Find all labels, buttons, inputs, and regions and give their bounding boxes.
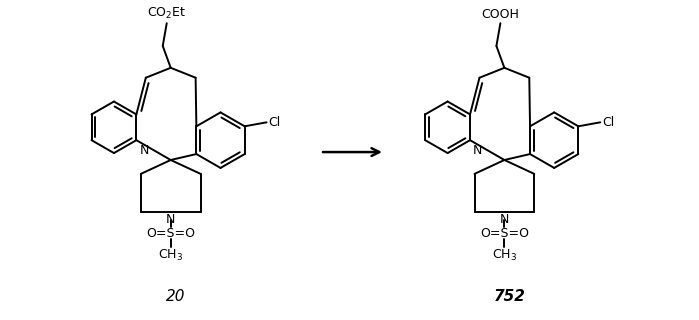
Text: COOH: COOH xyxy=(482,8,519,21)
Text: O=S=O: O=S=O xyxy=(480,227,529,240)
Text: Cl: Cl xyxy=(603,116,614,129)
Text: CH$_3$: CH$_3$ xyxy=(158,248,183,263)
Text: CH$_3$: CH$_3$ xyxy=(492,248,517,263)
Text: CO$_2$Et: CO$_2$Et xyxy=(147,6,187,21)
Text: N: N xyxy=(473,144,482,157)
Text: N: N xyxy=(500,212,509,226)
Text: Cl: Cl xyxy=(268,116,281,129)
Text: 752: 752 xyxy=(493,289,526,304)
Text: O=S=O: O=S=O xyxy=(146,227,195,240)
Text: N: N xyxy=(139,144,149,157)
Text: N: N xyxy=(166,212,175,226)
Text: 20: 20 xyxy=(166,289,185,304)
